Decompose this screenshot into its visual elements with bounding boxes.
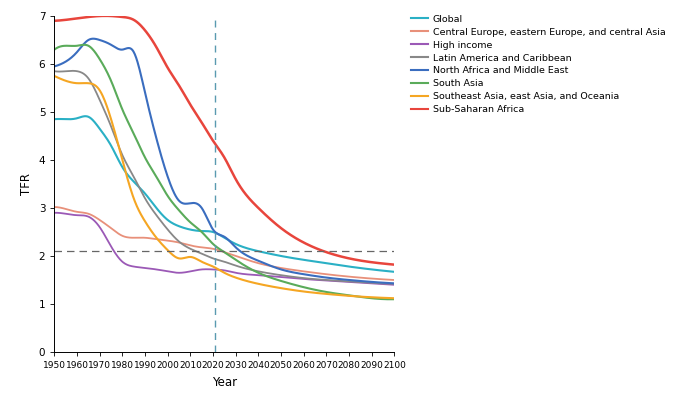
Y-axis label: TFR: TFR xyxy=(20,173,33,195)
Legend: Global, Central Europe, eastern Europe, and central Asia, High income, Latin Ame: Global, Central Europe, eastern Europe, … xyxy=(409,13,668,116)
X-axis label: Year: Year xyxy=(212,376,237,388)
